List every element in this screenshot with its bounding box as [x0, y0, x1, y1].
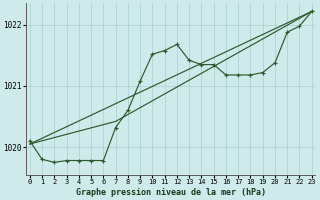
- X-axis label: Graphe pression niveau de la mer (hPa): Graphe pression niveau de la mer (hPa): [76, 188, 266, 197]
